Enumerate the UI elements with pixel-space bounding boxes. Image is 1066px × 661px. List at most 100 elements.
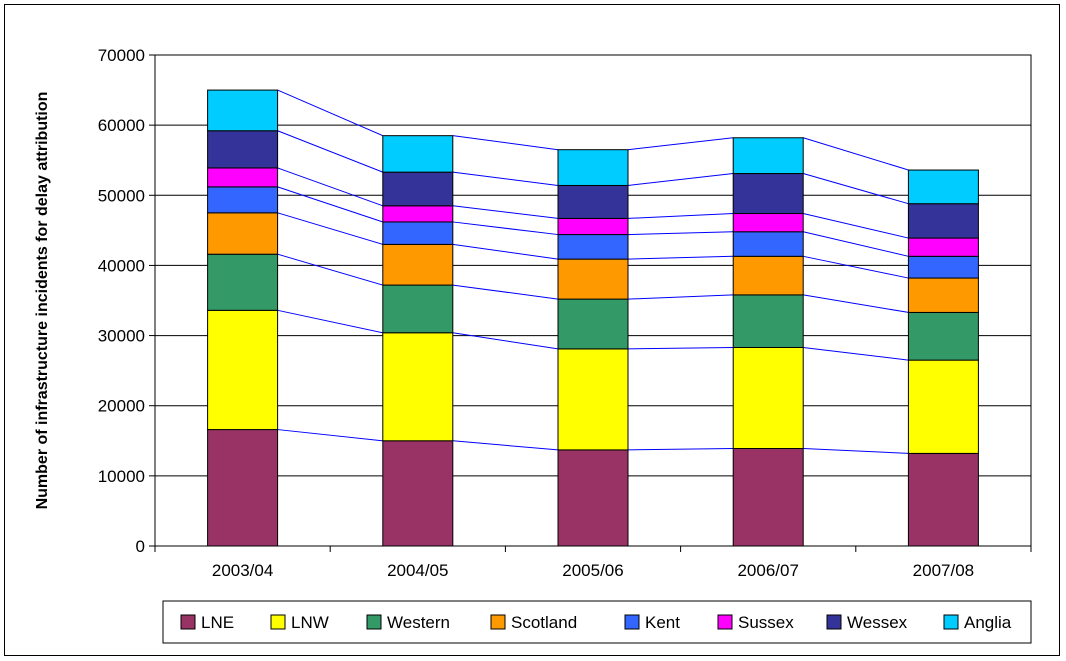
legend: LNE LNW Western Scotland Kent Sussex Wessex Ang… [162,600,1032,644]
legend-label-sussex: Sussex [738,613,794,632]
bar-segment-western [907,311,979,361]
x-tick-label: 2004/05 [387,561,448,580]
bar-segment-wessex [207,130,279,169]
y-tick-label: 0 [136,537,145,556]
bar-segment-anglia [907,169,979,205]
legend-label-scotland: Scotland [511,613,577,632]
bars [207,89,979,547]
bar-segment-western [207,253,279,311]
bar-segment-lne [732,448,804,547]
series-line [277,253,383,286]
series-connector-lines [277,89,909,454]
series-line [452,243,559,260]
y-axis-label: Number of infrastructure incidents for d… [34,92,51,510]
axes: 0 10000 20000 30000 40000 50000 60000 70000 2003… [98,46,1032,580]
bar-segment-western [382,284,454,334]
series-line [277,309,383,334]
bar-segment-anglia [732,137,804,175]
series-line [627,346,734,350]
bar-segment-scotland [557,258,629,300]
series-line [627,255,734,260]
series-line [277,89,383,137]
bar-segment-scotland [207,212,279,255]
series-line [803,294,909,313]
series-line [277,167,383,207]
plot-area-border [154,54,1032,547]
legend-swatch-wessex [826,614,842,630]
bar-segment-lne [557,449,629,547]
bar-segment-kent [557,234,629,260]
x-tick-label: 2005/06 [562,561,623,580]
series-line [452,332,559,350]
bar-segment-lnw [732,346,804,450]
legend-swatch-western [366,614,382,630]
series-line [803,448,909,454]
legend-swatch-lnw [270,614,286,630]
bar-segment-sussex [382,205,454,223]
y-tick-label: 20000 [98,397,145,416]
bar-segment-lnw [557,348,629,451]
series-line [452,284,559,300]
series-line [803,346,909,361]
legend-label-kent: Kent [645,613,680,632]
y-tick-label: 60000 [98,116,145,135]
legend-swatch-anglia [943,614,959,630]
series-line [627,137,734,151]
series-line [627,173,734,186]
x-tick-label: 2007/08 [913,561,974,580]
bar-segment-lne [382,440,454,547]
series-line [452,171,559,186]
bar-segment-lnw [207,309,279,431]
y-tick-label: 70000 [98,46,145,65]
bar-segment-lnw [382,332,454,442]
y-tick-label: 10000 [98,467,145,486]
bar-segment-wessex [557,184,629,219]
legend-label-lnw: LNW [291,613,329,632]
bar-segment-wessex [907,203,979,239]
series-line [627,448,734,451]
bar-segment-anglia [382,135,454,173]
bar-segment-wessex [382,171,454,207]
legend-swatch-lne [180,614,196,630]
bar-segment-sussex [907,237,979,257]
bar-segment-kent [907,255,979,279]
legend-label-anglia: Anglia [964,613,1012,632]
legend-swatch-sussex [717,614,733,630]
series-line [627,213,734,219]
y-tick-label: 40000 [98,256,145,275]
bar-segment-kent [382,221,454,245]
series-line [627,294,734,300]
bar-segment-kent [732,231,804,257]
series-line [803,137,909,171]
series-line [803,231,909,257]
y-tick-label: 50000 [98,186,145,205]
legend-box [162,600,1032,644]
series-line [277,429,383,442]
legend-label-western: Western [387,613,450,632]
bar-segment-sussex [207,167,279,188]
legend-label-wessex: Wessex [847,613,908,632]
bar-segment-western [557,298,629,350]
bar-segment-kent [207,186,279,214]
x-tick-label: 2006/07 [737,561,798,580]
bar-segment-scotland [907,277,979,313]
bar-segment-scotland [382,243,454,286]
bar-segment-scotland [732,255,804,296]
x-tick-label: 2003/04 [212,561,273,580]
bar-segment-western [732,294,804,348]
stacked-bar-chart: 0 10000 20000 30000 40000 50000 60000 70000 2003… [34,46,1032,644]
bar-segment-lnw [907,359,979,454]
series-line [452,205,559,219]
series-line [277,186,383,223]
bar-segment-wessex [732,173,804,215]
series-line [803,255,909,279]
legend-swatch-scotland [490,614,506,630]
bar-segment-anglia [207,89,279,132]
series-line [803,173,909,205]
series-line [277,130,383,173]
series-line [452,221,559,236]
bar-segment-sussex [732,213,804,233]
bar-segment-sussex [557,217,629,236]
series-line [627,231,734,236]
y-tick-label: 30000 [98,327,145,346]
